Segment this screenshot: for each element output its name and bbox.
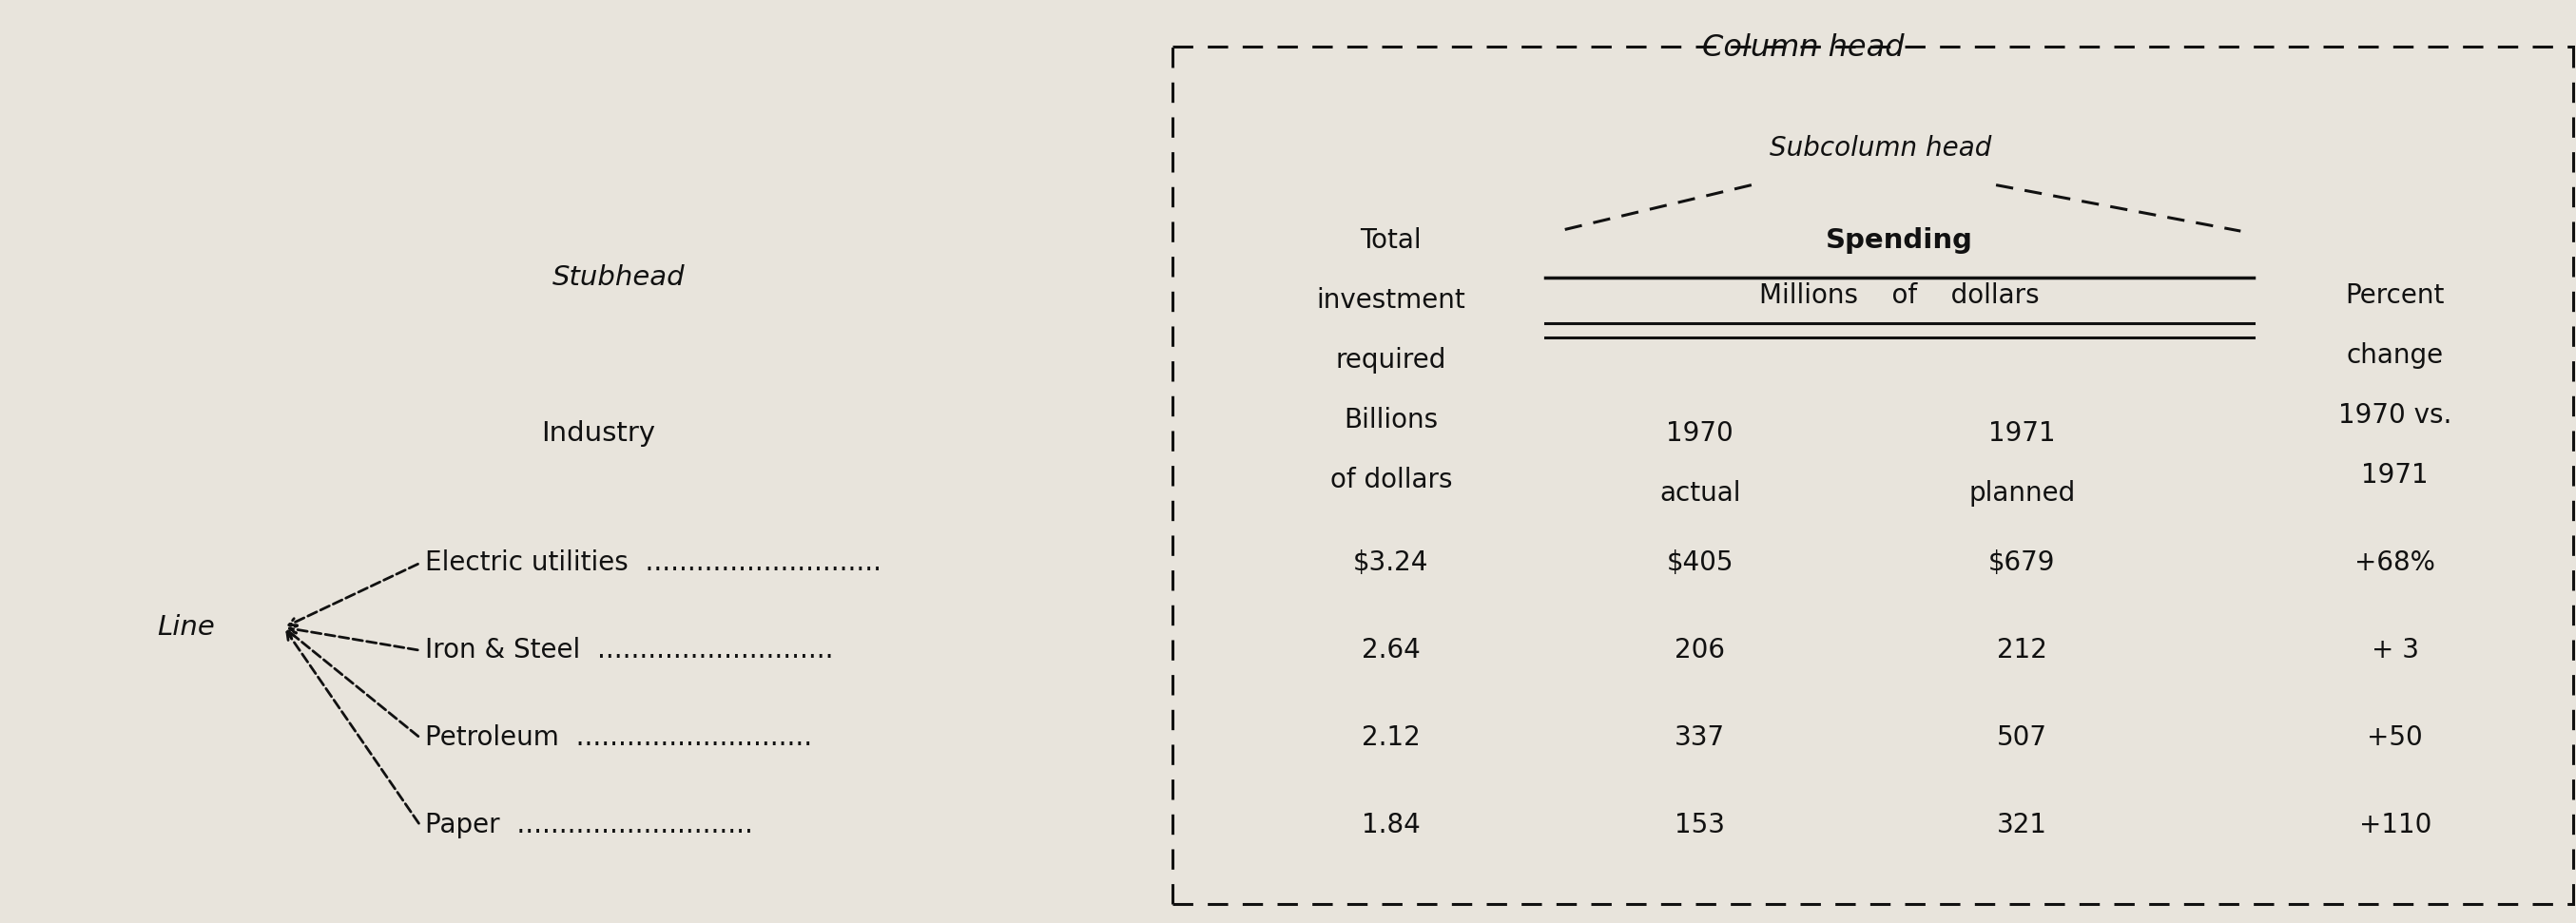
Text: + 3: + 3	[2372, 637, 2419, 664]
Text: 153: 153	[1674, 812, 1726, 839]
Text: 507: 507	[1996, 725, 2048, 751]
Text: $679: $679	[1989, 549, 2056, 576]
Text: Subcolumn head: Subcolumn head	[1770, 135, 1991, 162]
Text: Iron & Steel  ............................: Iron & Steel ...........................…	[425, 637, 835, 664]
Text: investment: investment	[1316, 287, 1466, 314]
Text: +50: +50	[2367, 725, 2424, 751]
Text: +68%: +68%	[2354, 549, 2434, 576]
Text: $3.24: $3.24	[1352, 549, 1430, 576]
Text: actual: actual	[1659, 481, 1741, 507]
Text: 2.64: 2.64	[1363, 637, 1419, 664]
Text: 1.84: 1.84	[1363, 812, 1419, 839]
Text: 2.12: 2.12	[1363, 725, 1419, 751]
Text: +110: +110	[2360, 812, 2432, 839]
Text: of dollars: of dollars	[1329, 467, 1453, 493]
Text: planned: planned	[1968, 481, 2076, 507]
Text: 206: 206	[1674, 637, 1726, 664]
Text: Percent: Percent	[2347, 282, 2445, 309]
Text: change: change	[2347, 342, 2445, 369]
Text: Paper  ............................: Paper ............................	[425, 812, 752, 839]
Text: Column head: Column head	[1703, 33, 1904, 63]
Text: Industry: Industry	[541, 421, 654, 447]
Text: 1971: 1971	[2362, 462, 2429, 488]
Text: Petroleum  ............................: Petroleum ............................	[425, 725, 811, 751]
Text: Electric utilities  ............................: Electric utilities .....................…	[425, 549, 881, 576]
Text: Total: Total	[1360, 227, 1422, 254]
Text: 321: 321	[1996, 812, 2048, 839]
Text: Billions: Billions	[1345, 407, 1437, 433]
Text: 337: 337	[1674, 725, 1726, 751]
Text: required: required	[1337, 347, 1445, 374]
Text: 1970 vs.: 1970 vs.	[2339, 402, 2452, 428]
Text: 212: 212	[1996, 637, 2048, 664]
Text: $405: $405	[1667, 549, 1734, 576]
Text: Line: Line	[157, 614, 214, 641]
Text: 1970: 1970	[1667, 421, 1734, 447]
Text: Spending: Spending	[1826, 227, 1973, 254]
Text: Millions    of    dollars: Millions of dollars	[1759, 282, 2040, 309]
Text: Stubhead: Stubhead	[551, 264, 685, 291]
Text: 1971: 1971	[1989, 421, 2056, 447]
